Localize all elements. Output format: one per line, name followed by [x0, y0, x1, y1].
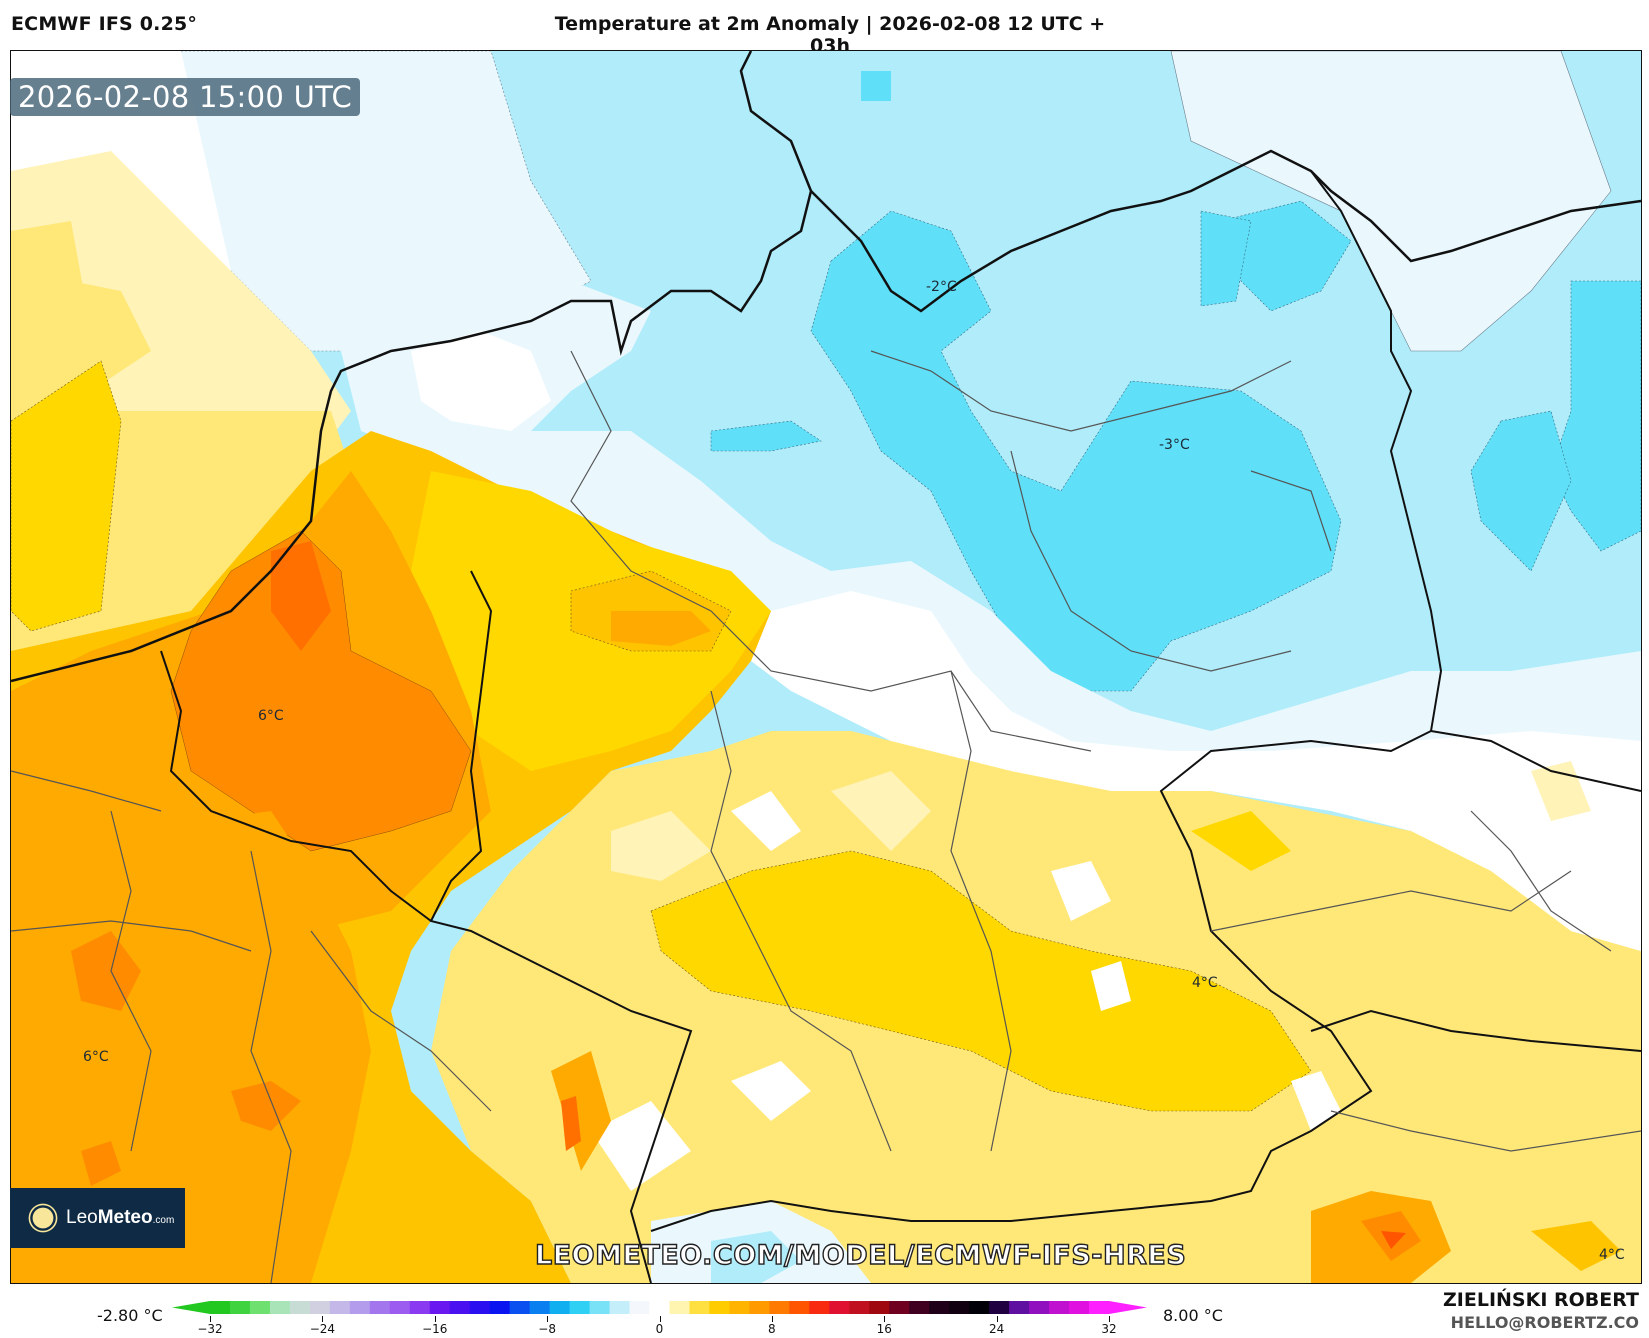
- colorbar-tick: [996, 1316, 998, 1322]
- colorbar-tick: [659, 1316, 661, 1322]
- model-label: ECMWF IFS 0.25°: [11, 13, 198, 35]
- colorbar-tick: [322, 1316, 324, 1322]
- contour-label: -3°C: [1159, 437, 1190, 453]
- colorbar-tick: [434, 1316, 436, 1322]
- colorbar-tick: [1109, 1316, 1110, 1322]
- contour-label: 6°C: [258, 708, 284, 724]
- colorbar-tick-label: 16: [876, 1322, 892, 1336]
- colorbar-tick: [547, 1316, 549, 1322]
- colorbar-tick-label: −8: [538, 1322, 556, 1336]
- colorbar-tick-label: −16: [422, 1322, 448, 1336]
- colorbar-tick-label: 32: [1101, 1322, 1117, 1336]
- colorbar-min-label: -2.80 °C: [97, 1306, 163, 1325]
- sun-icon: [32, 1207, 54, 1229]
- map-canvas: [11, 51, 1641, 1283]
- source-watermark: LEOMETEO.COM/MODEL/ECMWF-IFS-HRES: [534, 1239, 1187, 1271]
- colorbar-max-label: 8.00 °C: [1163, 1306, 1223, 1325]
- logo-text: LeoMeteo.com: [66, 1207, 175, 1228]
- colorbar-tick-label: −24: [309, 1322, 336, 1336]
- contour-label: -2°C: [926, 279, 957, 295]
- contour-label: 4°C: [1599, 1247, 1625, 1263]
- valid-time-badge: 2026-02-08 15:00 UTC: [10, 78, 361, 116]
- contour-label: 4°C: [1192, 975, 1218, 991]
- colorbar-tick-label: 8: [768, 1322, 776, 1336]
- colorbar-tick: [210, 1316, 211, 1322]
- colorbar-tick: [771, 1316, 773, 1322]
- colorbar: [172, 1301, 1147, 1314]
- colorbar-tick-label: −32: [197, 1322, 223, 1336]
- colorbar-tick-label: 24: [988, 1322, 1005, 1336]
- temperature-anomaly-map[interactable]: -2°C -3°C 6°C 6°C 4°C 4°C: [10, 50, 1642, 1284]
- colorbar-tick: [884, 1316, 886, 1322]
- contour-label: 6°C: [83, 1049, 109, 1065]
- author-email[interactable]: HELLO@ROBERTZ.CO: [1450, 1313, 1639, 1332]
- colorbar-tick-label: 0: [655, 1322, 664, 1336]
- author-name: ZIELIŃSKI ROBERT: [1443, 1289, 1639, 1311]
- leometeo-logo[interactable]: LeoMeteo.com: [10, 1188, 185, 1248]
